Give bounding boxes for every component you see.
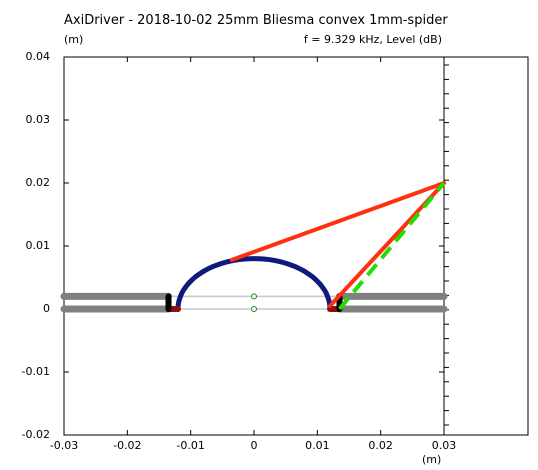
y-tick-label: -0.01 [21, 365, 50, 378]
y-tick-label: 0.03 [25, 113, 51, 126]
x-tick-label: 0 [250, 439, 258, 452]
axis-marker-0 [251, 293, 257, 300]
y-tick-label: 0.02 [25, 176, 51, 189]
x-tick-label: 0.02 [368, 439, 393, 452]
dome-curve [175, 256, 333, 312]
plot-title: AxiDriver - 2018-10-02 25mm Bliesma conv… [64, 13, 448, 28]
y-tick-label: 0 [43, 302, 50, 315]
y-tick-label: 0.04 [25, 50, 51, 63]
y-unit-label: (m) [64, 33, 84, 46]
x-tick-label: -0.03 [49, 439, 79, 452]
x-tick-label: 0.01 [305, 439, 330, 452]
path-dashed [337, 181, 446, 311]
x-tick-label: -0.01 [176, 439, 205, 452]
y-tick-label: -0.02 [21, 428, 50, 441]
axis-marker-1 [251, 306, 257, 312]
colorbar-frame [443, 56, 529, 436]
y-tick-label: 0.01 [25, 239, 51, 252]
x-unit-label: (m) [422, 453, 442, 466]
plot-frame [63, 56, 445, 436]
frequency-level-label: f = 9.329 kHz, Level (dB) [303, 33, 442, 46]
ray-from-dome [229, 181, 446, 262]
x-tick-label: -0.02 [113, 439, 142, 452]
x-tick-label: 0.03 [431, 439, 457, 452]
